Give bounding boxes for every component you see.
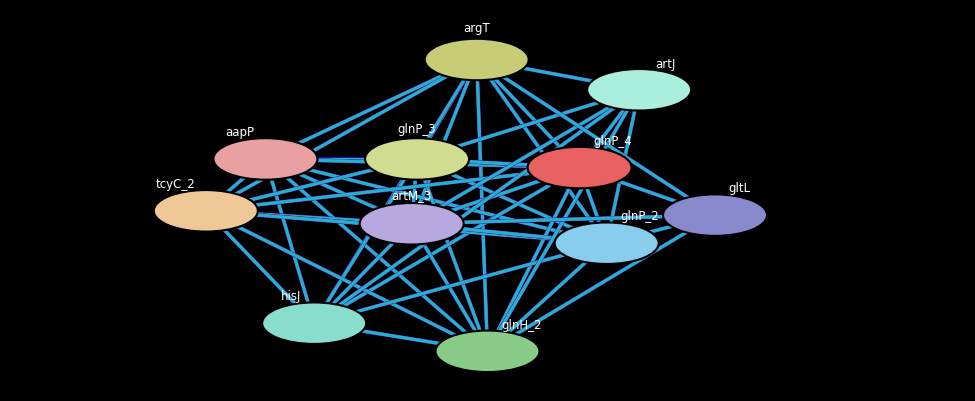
Text: glnP_4: glnP_4 bbox=[594, 134, 633, 148]
Text: glnP_3: glnP_3 bbox=[398, 123, 437, 136]
Circle shape bbox=[527, 148, 632, 189]
Text: artJ: artJ bbox=[655, 58, 676, 71]
Text: tcyC_2: tcyC_2 bbox=[155, 178, 195, 190]
Text: gltL: gltL bbox=[728, 182, 750, 195]
Circle shape bbox=[360, 204, 464, 245]
Text: aapP: aapP bbox=[225, 126, 254, 139]
Circle shape bbox=[663, 195, 767, 236]
Circle shape bbox=[154, 190, 257, 232]
Circle shape bbox=[555, 223, 659, 264]
Circle shape bbox=[587, 70, 691, 111]
Text: artM_3: artM_3 bbox=[392, 188, 432, 201]
Circle shape bbox=[425, 40, 528, 81]
Circle shape bbox=[365, 139, 469, 180]
Circle shape bbox=[436, 331, 539, 372]
Text: glnP_2: glnP_2 bbox=[621, 210, 659, 223]
Circle shape bbox=[262, 303, 367, 344]
Circle shape bbox=[214, 139, 318, 180]
Text: argT: argT bbox=[463, 22, 490, 34]
Text: hisJ: hisJ bbox=[281, 290, 301, 303]
Text: glnH_2: glnH_2 bbox=[501, 318, 542, 331]
